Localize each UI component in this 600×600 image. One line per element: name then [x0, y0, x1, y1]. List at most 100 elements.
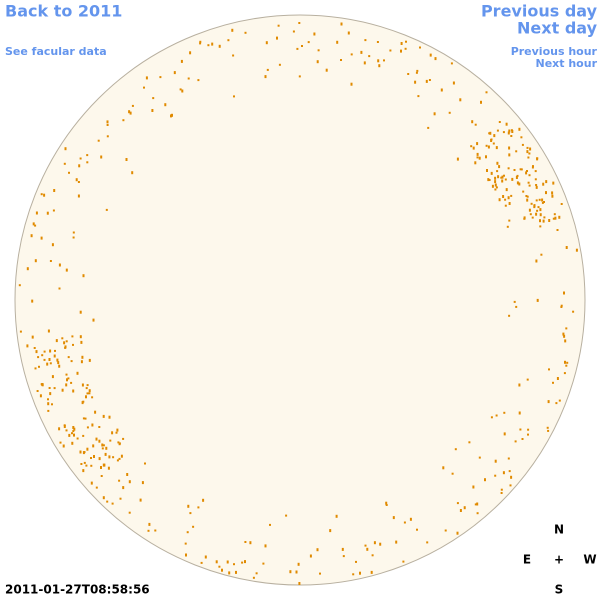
facula — [500, 492, 503, 494]
facula — [487, 145, 490, 149]
facula — [514, 440, 517, 443]
facula — [106, 120, 109, 124]
facula — [65, 268, 68, 272]
facula — [232, 54, 235, 57]
facula — [86, 392, 89, 395]
facula — [428, 79, 431, 81]
facula — [100, 475, 103, 477]
facula — [98, 457, 101, 461]
facula — [48, 358, 51, 361]
facula — [484, 478, 486, 482]
facula — [545, 180, 548, 184]
facula — [148, 522, 151, 526]
facula — [325, 68, 328, 72]
facula — [94, 410, 97, 414]
facula — [400, 42, 403, 45]
facula — [389, 49, 392, 52]
facula — [70, 381, 73, 384]
facula — [307, 41, 310, 44]
facula — [494, 459, 497, 463]
facula — [79, 310, 82, 314]
facula — [105, 208, 108, 211]
facula — [32, 222, 35, 226]
facula — [364, 544, 367, 547]
facula — [51, 403, 53, 406]
facula — [521, 143, 524, 146]
previous-day-link[interactable]: Previous day — [481, 2, 598, 21]
facula — [106, 500, 109, 503]
facula — [535, 184, 538, 186]
facula — [122, 119, 125, 122]
facula — [48, 387, 51, 389]
facula — [433, 112, 436, 116]
facula — [495, 146, 498, 150]
facula — [519, 168, 522, 171]
facula — [35, 211, 38, 215]
facula — [498, 165, 501, 169]
facula — [233, 95, 235, 98]
next-day-link[interactable]: Next day — [517, 19, 598, 38]
facula — [262, 562, 265, 565]
facula — [565, 364, 568, 367]
facula — [359, 571, 361, 575]
next-hour-link[interactable]: Next hour — [536, 57, 598, 70]
facula — [407, 73, 410, 75]
facula — [118, 479, 121, 482]
facula — [335, 514, 338, 518]
facula — [70, 360, 73, 363]
facula — [269, 523, 271, 526]
facular-link[interactable]: See facular data — [5, 45, 107, 58]
facula — [40, 236, 43, 240]
facula — [539, 208, 542, 212]
facula — [100, 466, 102, 469]
facula — [93, 455, 95, 458]
facula — [566, 361, 569, 364]
facula — [555, 402, 558, 405]
back-link[interactable]: Back to 2011 — [5, 2, 122, 21]
previous-hour-link[interactable]: Previous hour — [511, 45, 598, 58]
facula — [564, 360, 566, 364]
facula — [35, 350, 38, 354]
facula — [519, 428, 522, 431]
facula — [109, 439, 112, 442]
facula — [101, 447, 104, 450]
facula — [450, 62, 453, 65]
facula — [490, 416, 493, 419]
facula — [189, 51, 192, 55]
facula — [503, 432, 506, 436]
facula — [565, 327, 568, 330]
facula — [37, 356, 40, 359]
facula — [400, 49, 402, 53]
facula — [522, 190, 525, 193]
facula — [39, 394, 42, 398]
facula — [329, 529, 332, 533]
facula — [409, 517, 412, 521]
facula — [100, 155, 103, 159]
facula — [47, 329, 50, 333]
facula — [59, 441, 62, 444]
facula — [164, 103, 167, 107]
facula — [86, 426, 89, 429]
facula — [298, 75, 301, 78]
facula — [34, 224, 37, 227]
facula — [84, 417, 87, 420]
facula — [125, 158, 128, 161]
facula — [119, 497, 122, 500]
compass-center: + — [554, 553, 564, 567]
faculae — [18, 22, 578, 585]
facula — [520, 136, 523, 139]
facula — [184, 542, 187, 545]
facula — [496, 170, 499, 173]
facula — [200, 561, 203, 564]
facula — [95, 437, 98, 441]
facula — [189, 512, 192, 515]
facula — [543, 216, 546, 219]
facula — [79, 335, 82, 339]
facula — [350, 53, 353, 56]
facula — [77, 181, 80, 183]
facula — [51, 243, 54, 247]
facula — [528, 208, 531, 212]
facula — [379, 542, 382, 546]
facula — [65, 340, 68, 343]
facula — [341, 547, 344, 551]
